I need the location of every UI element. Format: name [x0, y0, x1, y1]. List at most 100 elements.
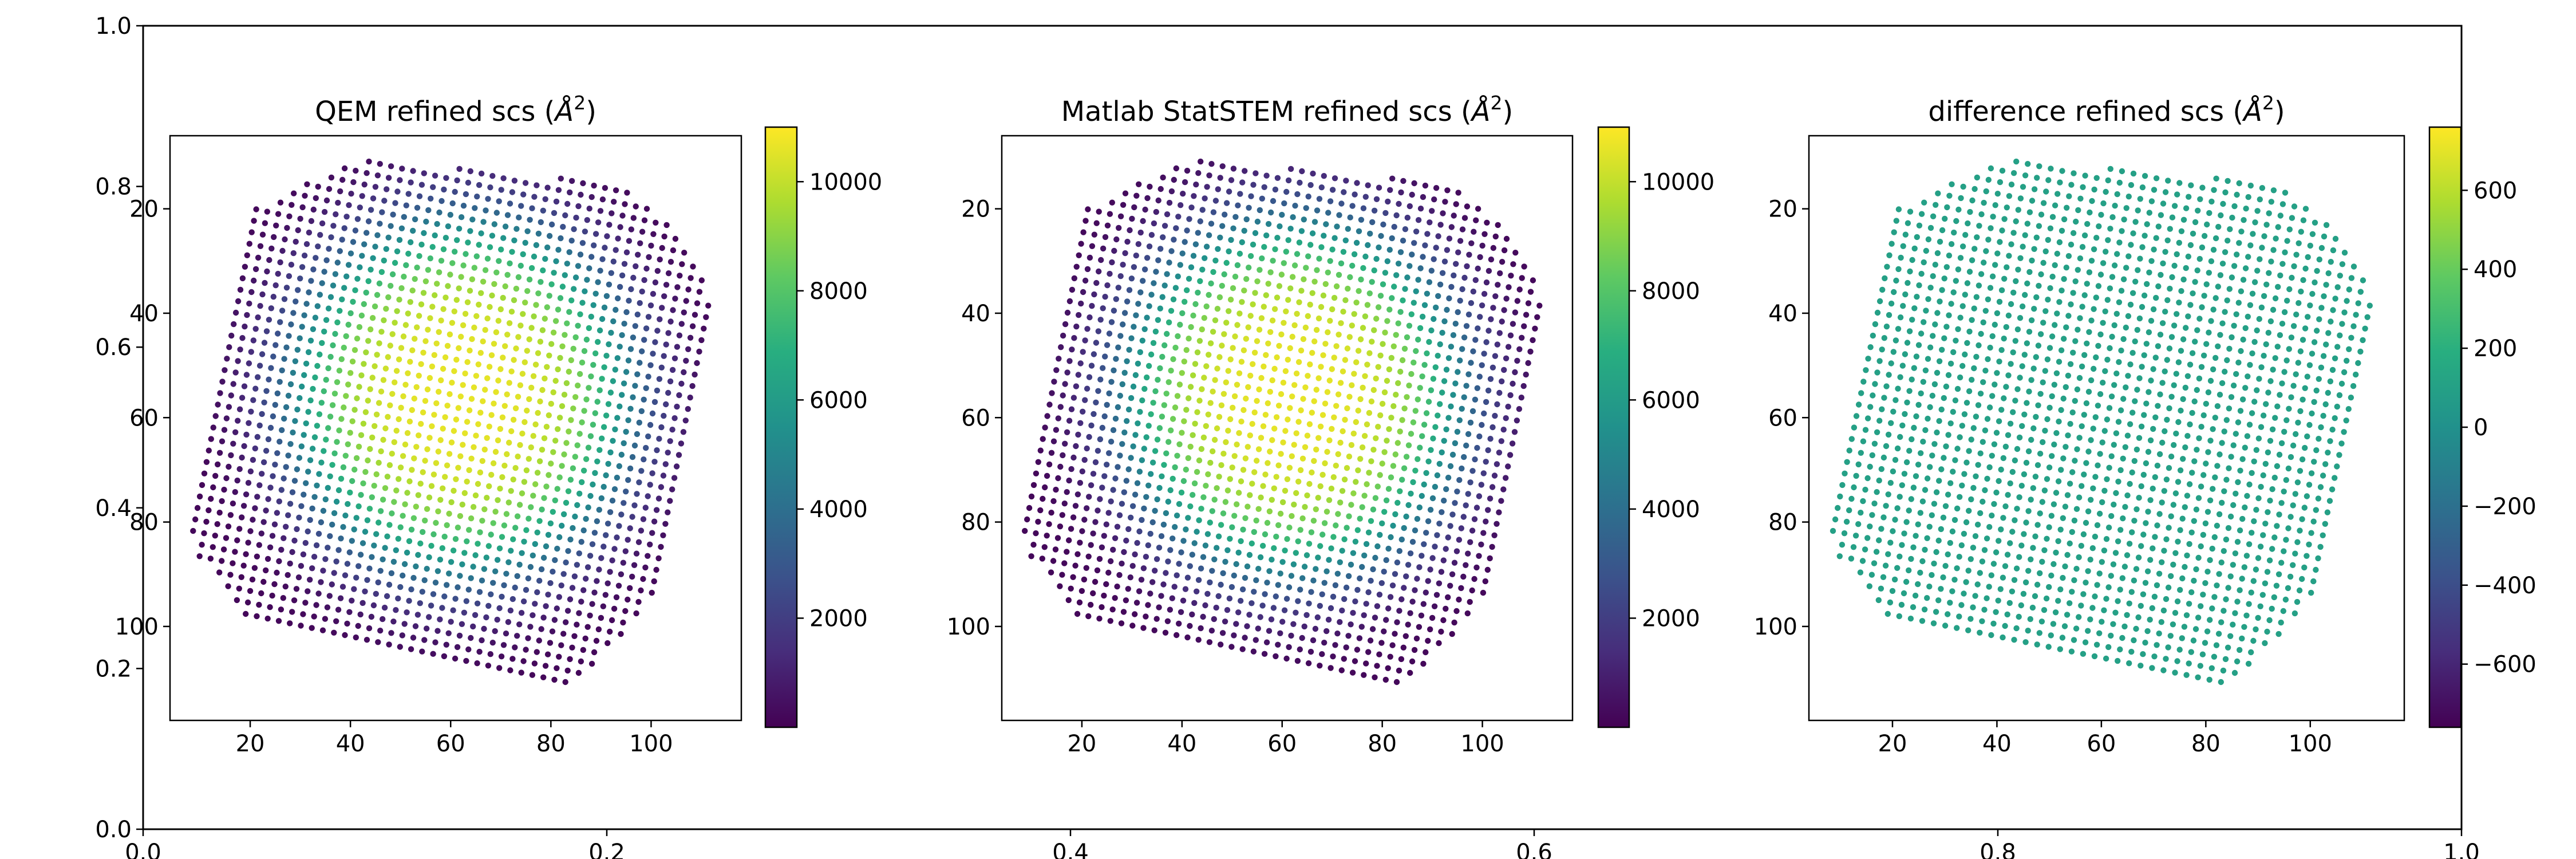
scatter-point: [442, 474, 448, 480]
scatter-point: [575, 322, 581, 329]
scatter-point: [1356, 635, 1363, 641]
scatter-point: [1869, 512, 1875, 518]
scatter-point: [2161, 547, 2167, 554]
scatter-point: [2059, 227, 2065, 234]
scatter-point: [1350, 490, 1357, 497]
scatter-point: [588, 660, 595, 667]
scatter-point: [1991, 501, 1997, 507]
scatter-point: [289, 202, 295, 208]
scatter-point: [1080, 408, 1086, 415]
scatter-point: [416, 193, 423, 199]
scatter-point: [1414, 576, 1420, 582]
scatter-point: [1420, 254, 1426, 260]
scatter-point: [1911, 365, 1917, 371]
scatter-point: [2115, 598, 2121, 604]
scatter-point: [2234, 598, 2241, 605]
scatter-point: [2031, 246, 2037, 252]
scatter-point: [605, 460, 611, 467]
scatter-point: [2215, 343, 2221, 349]
scatter-point: [627, 465, 634, 472]
scatter-point: [347, 310, 354, 317]
scatter-point: [1981, 199, 1987, 206]
scatter-point: [2139, 244, 2146, 250]
scatter-point: [514, 513, 521, 519]
scatter-point: [1305, 313, 1311, 320]
scatter-point: [1397, 488, 1403, 494]
scatter-point: [254, 553, 260, 559]
scatter-point: [2024, 400, 2030, 406]
scatter-point: [434, 281, 440, 287]
scatter-point: [468, 635, 474, 641]
scatter-point: [1969, 257, 1976, 263]
scatter-point: [2095, 462, 2101, 468]
scatter-point: [1377, 531, 1383, 538]
scatter-point: [212, 472, 219, 479]
scatter-point: [1227, 356, 1234, 362]
scatter-point: [1876, 477, 1882, 484]
scatter-point: [1145, 602, 1151, 608]
scatter-point: [196, 553, 203, 559]
scatter-point: [379, 209, 385, 215]
scatter-point: [625, 477, 631, 483]
scatter-point: [1958, 195, 1964, 202]
scatter-point: [1510, 380, 1516, 387]
scatter-point: [1082, 277, 1089, 284]
scatter-point: [2117, 467, 2124, 474]
scatter-point: [1971, 305, 1977, 312]
scatter-point: [596, 507, 603, 513]
scatter-point: [512, 465, 519, 471]
scatter-point: [1874, 429, 1880, 435]
scatter-point: [416, 432, 422, 439]
scatter-point: [2235, 359, 2242, 366]
scatter-point: [1954, 446, 1961, 452]
scatter-point: [552, 318, 559, 324]
scatter-point: [649, 410, 656, 417]
scatter-point: [2031, 186, 2038, 192]
scatter-point: [303, 420, 309, 427]
scatter-point: [271, 581, 278, 588]
scatter-point: [662, 461, 669, 467]
scatter-point: [1094, 567, 1101, 574]
scatter-point: [2200, 412, 2207, 419]
scatter-point: [1341, 596, 1348, 602]
scatter-point: [1351, 251, 1358, 258]
scatter-point: [1441, 318, 1448, 325]
scatter-point: [1883, 383, 1890, 389]
scatter-point: [1497, 270, 1503, 277]
scatter-point: [2138, 423, 2145, 430]
scatter-point: [478, 290, 484, 296]
scatter-point: [2131, 458, 2138, 464]
scatter-point: [1394, 619, 1400, 625]
scatter-point: [2241, 564, 2247, 570]
scatter-point: [1317, 663, 1323, 669]
scatter-point: [1066, 298, 1073, 305]
scatter-point: [296, 514, 302, 521]
scatter-point: [672, 295, 678, 302]
scatter-point: [1959, 362, 1966, 369]
scatter-point: [564, 261, 570, 267]
scatter-point: [1151, 220, 1157, 227]
scatter-point: [1330, 534, 1337, 540]
scatter-point: [257, 243, 264, 249]
scatter-point: [1455, 190, 1461, 196]
scatter-point: [1897, 434, 1903, 440]
scatter-point: [247, 468, 254, 475]
scatter-point: [1289, 333, 1295, 340]
scatter-point: [223, 415, 230, 421]
scatter-point: [493, 269, 500, 275]
scatter-point: [1247, 253, 1254, 259]
scatter-point: [2304, 433, 2310, 440]
scatter-point: [1178, 549, 1184, 555]
scatter-point: [1046, 521, 1052, 527]
scatter-point: [2270, 367, 2276, 373]
scatter-point: [2261, 233, 2267, 239]
scatter-point: [2050, 501, 2057, 507]
scatter-point: [538, 626, 544, 632]
scatter-point: [252, 505, 258, 511]
scatter-point: [2294, 479, 2301, 486]
scatter-point: [1929, 392, 1935, 399]
scatter-point: [2046, 584, 2052, 590]
scatter-point: [1888, 241, 1895, 247]
scatter-point: [608, 329, 614, 336]
scatter-point: [1271, 306, 1278, 312]
